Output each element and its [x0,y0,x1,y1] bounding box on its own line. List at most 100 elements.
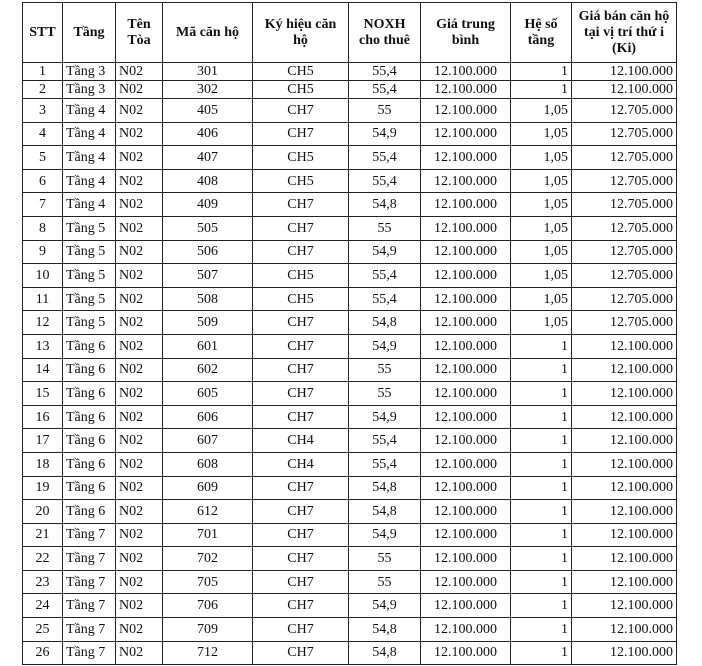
table-cell: 405 [162,98,253,123]
table-cell: N02 [115,451,163,477]
table-cell: CH5 [252,145,349,170]
table-row: 11 Tầng 5 N02 508 CH5 55,4 12.100.000 1,05 12.70… [22,286,677,312]
table-cell: 12.100.000 [420,499,511,524]
table-cell: 12.705.000 [571,263,677,288]
table-cell: N02 [115,192,163,217]
header-cell: Giá trung bình [420,2,511,63]
table-cell: 12.705.000 [571,215,677,241]
table-cell: Tầng 4 [62,98,116,123]
table-cell: 1 [510,640,572,666]
table-cell: 24 [22,593,63,619]
table-cell: 5 [22,145,63,170]
table-cell: 12.100.000 [571,475,677,501]
table-cell: 1,05 [510,263,572,288]
table-cell: Tầng 4 [62,192,116,217]
table-cell: 12.100.000 [420,192,511,217]
header-cell: Tên Tòa [115,2,163,63]
table-row: 26 Tầng 7 N02 712 CH7 54,8 12.100.000 1 12.100.0… [22,640,677,666]
table-cell: 1,05 [510,98,572,123]
table-cell: N02 [115,499,163,524]
table-cell: N02 [115,404,163,430]
table-cell: 2 [22,80,63,99]
table-cell: 54,9 [348,522,421,548]
header-cell: STT [22,2,63,63]
table-cell: 1,05 [510,310,572,335]
table-cell: 11 [22,286,63,312]
header-cell: Ký hiệu căn hộ [252,2,349,63]
table-cell: 508 [162,286,253,312]
table-cell: CH4 [252,451,349,477]
table-cell: 12.100.000 [571,62,677,81]
table-cell: 606 [162,404,253,430]
table-cell: CH7 [252,239,349,265]
table-cell: 608 [162,451,253,477]
table-row: 21 Tầng 7 N02 701 CH7 54,9 12.100.000 1 12.100.0… [22,522,677,548]
table-cell: 12.705.000 [571,145,677,170]
table-cell: Tầng 6 [62,381,116,406]
table-cell: 55 [348,546,421,571]
table-cell: 12.100.000 [571,593,677,619]
table-cell: 507 [162,263,253,288]
table-cell: 12.100.000 [571,80,677,99]
table-row: 19 Tầng 6 N02 609 CH7 54,8 12.100.000 1 12.100.0… [22,475,677,501]
header-cell: Hệ số tầng [510,2,572,63]
table-cell: 6 [22,168,63,194]
table-cell: 55,4 [348,62,421,81]
table-cell: 1 [510,475,572,501]
table-cell: 1,05 [510,239,572,265]
table-cell: N02 [115,593,163,619]
table-row: 10 Tầng 5 N02 507 CH5 55,4 12.100.000 1,05 12.70… [22,263,677,288]
table-cell: 1 [510,404,572,430]
table-cell: Tầng 6 [62,404,116,430]
table-cell: 12.100.000 [571,617,677,642]
table-cell: 12.100.000 [571,357,677,383]
table-cell: 702 [162,546,253,571]
table-cell: N02 [115,546,163,571]
table-cell: 54,8 [348,310,421,335]
table-row: 14 Tầng 6 N02 602 CH7 55 12.100.000 1 12.100.000 [22,357,677,383]
table-cell: N02 [115,286,163,312]
table-cell: 7 [22,192,63,217]
table-cell: N02 [115,333,163,359]
table-row: 1 Tầng 3 N02 301 CH5 55,4 12.100.000 1 12.100.00… [22,62,677,81]
table-cell: 20 [22,499,63,524]
table-cell: CH7 [252,357,349,383]
table-cell: 712 [162,640,253,666]
table-cell: 15 [22,381,63,406]
table-cell: 54,9 [348,404,421,430]
table-cell: 55 [348,98,421,123]
table-cell: 12.100.000 [571,499,677,524]
table-cell: 12.100.000 [571,640,677,666]
table-cell: 602 [162,357,253,383]
table-cell: 55 [348,569,421,595]
table-row: 5 Tầng 4 N02 407 CH5 55,4 12.100.000 1,05 12.705… [22,145,677,170]
table-cell: N02 [115,263,163,288]
table-cell: 12.100.000 [420,428,511,453]
table-cell: 1 [22,62,63,81]
table-cell: N02 [115,215,163,241]
table-cell: N02 [115,569,163,595]
table-cell: 12.100.000 [420,357,511,383]
table-cell: 54,8 [348,617,421,642]
table-cell: 54,9 [348,593,421,619]
table-cell: Tầng 6 [62,333,116,359]
table-cell: 1,05 [510,286,572,312]
table-cell: 55 [348,381,421,406]
table-cell: CH5 [252,263,349,288]
table-cell: 55 [348,215,421,241]
table-cell: 506 [162,239,253,265]
table-row: 7 Tầng 4 N02 409 CH7 54,8 12.100.000 1,05 12.705… [22,192,677,217]
table-row: 24 Tầng 7 N02 706 CH7 54,9 12.100.000 1 12.100.0… [22,593,677,619]
table-cell: Tầng 7 [62,522,116,548]
table-cell: 509 [162,310,253,335]
table-cell: Tầng 3 [62,80,116,99]
table-cell: CH7 [252,310,349,335]
table-cell: 612 [162,499,253,524]
table-cell: 26 [22,640,63,666]
table-cell: CH5 [252,62,349,81]
table-cell: 406 [162,121,253,147]
table-cell: CH7 [252,617,349,642]
table-row: 6 Tầng 4 N02 408 CH5 55,4 12.100.000 1,05 12.705… [22,168,677,194]
table-cell: 505 [162,215,253,241]
